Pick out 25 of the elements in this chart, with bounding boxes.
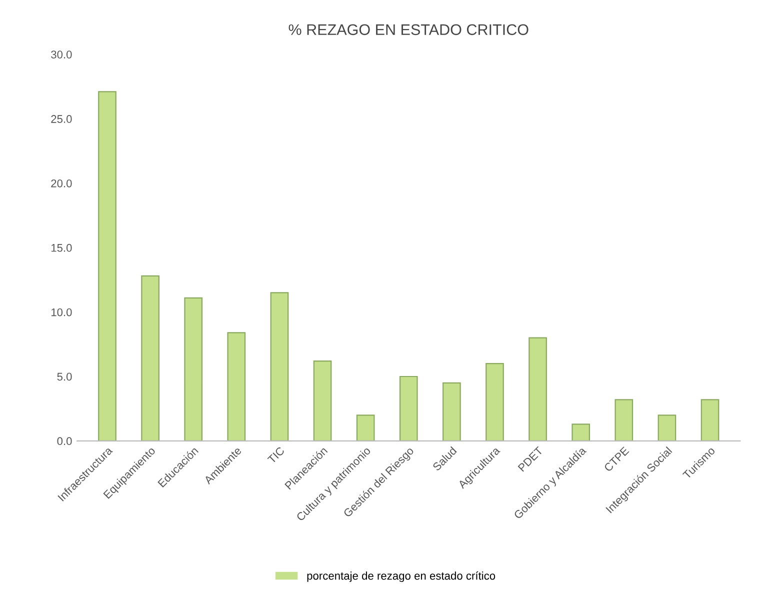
bar (98, 91, 116, 441)
bar (572, 424, 590, 441)
bar (313, 360, 332, 441)
y-tick-label: 20.0 (51, 179, 72, 188)
bar (528, 337, 547, 441)
y-tick-label: 0.0 (57, 437, 72, 446)
legend-label: porcentaje de rezago en estado crítico (307, 571, 496, 582)
bar (614, 399, 634, 441)
bar (270, 292, 289, 441)
bar (227, 332, 246, 441)
bar (399, 376, 418, 441)
chart-title: % REZAGO EN ESTADO CRITICO (288, 24, 528, 36)
bar (184, 297, 203, 441)
y-tick-label: 5.0 (57, 372, 72, 381)
bar (141, 275, 160, 441)
y-tick-label: 30.0 (51, 50, 72, 58)
y-tick-label: 25.0 (51, 115, 72, 123)
bar (486, 363, 504, 441)
bar (658, 414, 676, 441)
y-tick-label: 10.0 (51, 308, 72, 316)
bar (356, 414, 375, 441)
bar (700, 399, 720, 441)
bar (442, 382, 461, 441)
y-tick-label: 15.0 (51, 244, 72, 252)
x-tick-label: TIC (267, 446, 285, 464)
